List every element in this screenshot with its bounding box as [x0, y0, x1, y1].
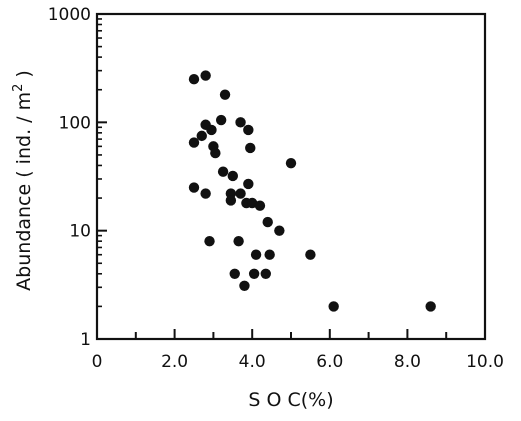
y-axis-label-close: ) — [13, 70, 35, 83]
y-axis-label-superscript: 2 — [11, 84, 26, 92]
x-tick-label: 10.0 — [466, 352, 504, 372]
data-point — [219, 89, 231, 100]
x-tick-label: 2.0 — [161, 352, 188, 372]
plot-frame — [95, 12, 487, 341]
data-point — [188, 137, 200, 148]
data-point — [200, 70, 211, 81]
data-point — [215, 114, 227, 126]
y-tick-label: 10 — [69, 222, 91, 242]
y-tick-label: 100 — [59, 113, 91, 133]
data-point — [235, 117, 246, 128]
data-point — [245, 142, 256, 154]
data-point — [206, 124, 217, 136]
data-point — [274, 225, 285, 236]
data-point — [260, 268, 271, 279]
data-point — [262, 216, 273, 228]
x-tick-label: 6.0 — [316, 352, 343, 372]
data-point — [328, 301, 339, 312]
data-point — [248, 268, 260, 279]
x-tick-label: 4.0 — [239, 352, 266, 372]
data-point — [188, 182, 200, 193]
data-point — [264, 249, 275, 260]
data-point — [235, 188, 246, 199]
data-point — [227, 170, 238, 182]
x-axis-ticks: 0 2.0 4.0 6.0 8.0 10.0 — [92, 329, 504, 372]
data-point — [305, 249, 316, 260]
data-point — [239, 280, 250, 291]
data-point — [217, 166, 229, 177]
data-point — [425, 301, 436, 312]
y-axis-label-main: Abundance ( ind. / m — [13, 92, 35, 291]
data-point — [229, 268, 240, 279]
y-tick-label: 1 — [80, 330, 91, 350]
data-point — [233, 235, 244, 247]
data-point — [210, 147, 221, 159]
y-axis-ticks: 1 10 100 1000 — [48, 5, 107, 350]
x-tick-label: 8.0 — [394, 352, 421, 372]
data-point — [204, 235, 215, 247]
data-point — [200, 188, 211, 199]
data-point — [196, 130, 207, 142]
data-point — [243, 124, 254, 136]
data-point — [250, 249, 262, 260]
data-point — [285, 157, 297, 169]
x-tick-label: 0 — [92, 352, 103, 372]
data-points — [188, 70, 436, 312]
data-point — [254, 200, 266, 211]
data-point — [243, 178, 254, 190]
data-point — [225, 195, 237, 206]
y-axis-label: Abundance ( ind. / m2 ) — [11, 70, 35, 291]
data-point — [188, 74, 200, 85]
y-tick-label: 1000 — [48, 5, 91, 25]
x-axis-label: S O C(%) — [248, 389, 333, 411]
